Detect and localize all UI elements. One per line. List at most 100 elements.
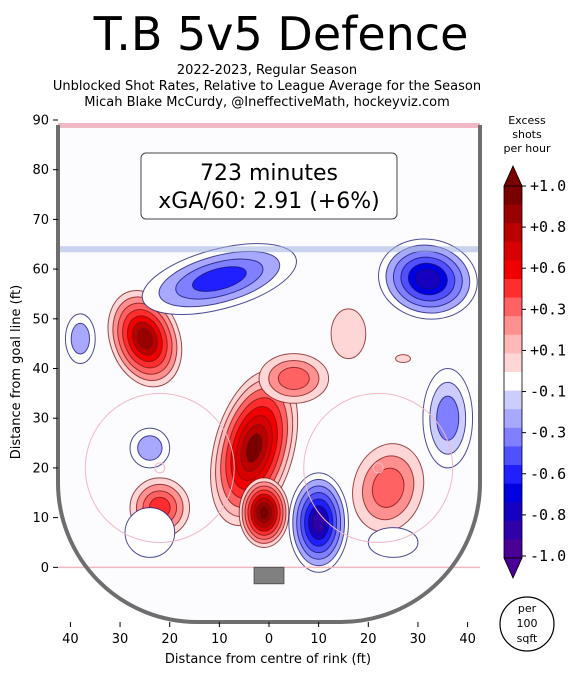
colorbar-swatch — [504, 502, 522, 522]
colorbar-swatch — [504, 186, 522, 206]
colorbar-title-line-2: shots — [512, 128, 542, 141]
colorbar-tick-label: -0.6 — [530, 465, 566, 483]
summary-xga: xGA/60: 2.91 (+6%) — [158, 189, 379, 214]
faceoff-dot — [154, 462, 166, 474]
x-tick-label: 20 — [161, 632, 178, 647]
heatmap-blob — [238, 477, 290, 548]
chart-subtitle-line-3: Micah Blake McCurdy, @IneffectiveMath, h… — [84, 95, 450, 110]
colorbar-swatch — [504, 446, 522, 466]
colorbar-swatch — [504, 223, 522, 243]
colorbar-swatch — [504, 334, 522, 354]
colorbar-tick-label: +0.6 — [530, 259, 566, 277]
colorbar-swatch — [504, 409, 522, 429]
blue-line — [58, 246, 480, 253]
summary-annotation: 723 minutes xGA/60: 2.91 (+6%) — [140, 152, 398, 220]
colorbar-tick-label: -0.3 — [530, 424, 566, 442]
heatmap-blob — [395, 354, 411, 364]
colorbar-min-arrow — [503, 557, 523, 579]
colorbar-swatch — [504, 520, 522, 540]
colorbar-swatch — [504, 427, 522, 447]
heatmap-contour — [70, 322, 91, 355]
x-tick-label: 30 — [112, 632, 129, 647]
heatmap-blob — [352, 443, 425, 533]
heatmap-blob — [422, 368, 474, 469]
x-tick-label: 0 — [265, 632, 273, 647]
y-tick-label: 70 — [32, 213, 49, 228]
summary-minutes: 723 minutes — [200, 161, 338, 186]
heatmap-contour — [258, 505, 270, 520]
heatmap-layer — [64, 238, 478, 573]
colorbar-tick-label: +1.0 — [530, 177, 566, 195]
y-tick-label: 80 — [32, 163, 49, 178]
heatmap-contour — [245, 433, 263, 463]
colorbar-title-line-3: per hour — [504, 142, 551, 155]
x-tick-label: 10 — [211, 632, 228, 647]
heatmap-contour — [137, 435, 163, 461]
colorbar-swatch — [504, 204, 522, 224]
x-tick-label: 40 — [459, 632, 476, 647]
colorbar-tick-label: +0.3 — [530, 300, 566, 318]
y-tick-label: 30 — [32, 412, 49, 427]
x-tick-label: 10 — [310, 632, 327, 647]
faceoff-circle — [303, 392, 454, 543]
unit-line-1: per — [518, 602, 537, 615]
colorbar-swatch — [504, 390, 522, 410]
colorbar-swatch — [504, 372, 522, 392]
heatmap-contour — [367, 527, 419, 558]
y-tick-label: 60 — [32, 263, 49, 278]
heatmap-contour — [415, 268, 441, 290]
y-tick-label: 40 — [32, 362, 49, 377]
heatmap-blob — [377, 238, 478, 320]
heatmap-blob — [107, 289, 183, 388]
y-tick-label: 90 — [32, 114, 49, 129]
colorbar-swatch — [504, 353, 522, 373]
y-tick-label: 0 — [41, 561, 49, 576]
x-axis-label: Distance from centre of rink (ft) — [165, 652, 371, 667]
chart-subtitle-line-1: 2022-2023, Regular Season — [177, 63, 357, 78]
x-tick-label: 30 — [410, 632, 427, 647]
colorbar-swatch — [504, 260, 522, 280]
heatmap-contour — [371, 467, 405, 508]
x-tick-label: 20 — [360, 632, 377, 647]
heatmap-blob — [124, 507, 176, 558]
heatmap-blob — [330, 308, 367, 360]
heatmap-contour — [192, 266, 247, 292]
goal-net — [253, 566, 285, 585]
heatmap-blob — [367, 527, 419, 558]
colorbar-swatch — [504, 483, 522, 503]
colorbar: Excess shots per hour +1.0 +0.8 +0.6 +0.3 +0… — [499, 114, 566, 652]
colorbar-swatch — [504, 279, 522, 299]
heatmap-blob — [129, 427, 171, 469]
heatmap-contour — [330, 308, 367, 360]
colorbar-swatch — [504, 465, 522, 485]
heatmap-blob — [288, 472, 349, 573]
heatmap-contour — [436, 395, 460, 441]
y-axis-ticks: 0 10 20 30 40 50 60 70 80 90 — [32, 114, 58, 576]
y-tick-label: 10 — [32, 511, 49, 526]
colorbar-frame — [503, 185, 523, 559]
heatmap-blob — [141, 243, 297, 315]
colorbar-swatch — [504, 297, 522, 317]
faceoff-circle — [84, 392, 235, 543]
summary-box — [140, 152, 398, 220]
heatmap-contour — [277, 366, 310, 391]
heatmap-blob — [258, 353, 330, 404]
chart-subtitle-line-2: Unblocked Shot Rates, Relative to League… — [53, 79, 481, 94]
colorbar-swatch — [504, 316, 522, 336]
colorbar-swatch — [504, 241, 522, 261]
colorbar-title-line-1: Excess — [508, 114, 546, 127]
centre-red-line — [58, 122, 480, 128]
heatmap-contour — [311, 511, 326, 534]
colorbar-tick-label: +0.8 — [530, 218, 566, 236]
x-axis-ticks: 40 30 20 10 0 10 20 30 40 — [62, 622, 476, 647]
colorbar-tick-label: -0.1 — [530, 383, 566, 401]
chart-title: T.B 5v5 Defence — [93, 7, 469, 61]
y-tick-label: 20 — [32, 461, 49, 476]
y-tick-label: 50 — [32, 312, 49, 327]
x-tick-label: 40 — [62, 632, 79, 647]
colorbar-max-arrow — [503, 165, 523, 187]
colorbar-tick-label: -1.0 — [530, 547, 566, 565]
y-axis-label: Distance from goal line (ft) — [9, 285, 24, 459]
colorbar-swatch — [504, 539, 522, 559]
